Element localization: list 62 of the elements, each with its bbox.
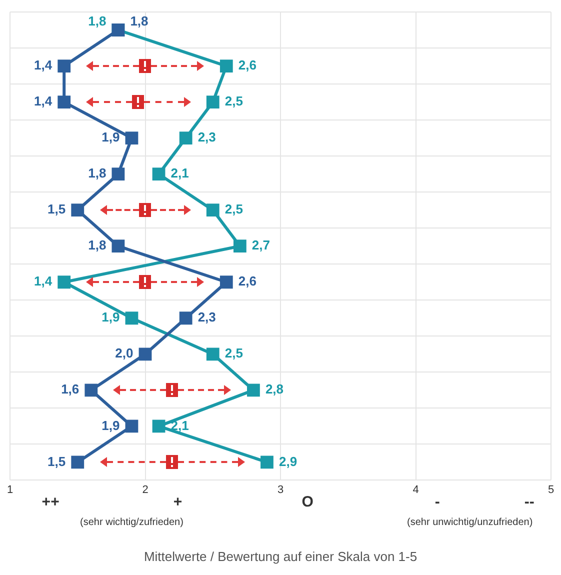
point	[112, 240, 125, 253]
data-label: 1,4	[34, 94, 53, 109]
text: (sehr wichtig/zufrieden)	[80, 516, 184, 528]
data-label: 1,9	[102, 130, 120, 145]
data-label: 2,5	[224, 346, 243, 361]
point	[152, 168, 166, 181]
text: -	[434, 493, 440, 510]
data-label: 2,5	[224, 94, 243, 109]
point	[220, 60, 233, 72]
point	[179, 132, 192, 145]
point	[260, 456, 274, 469]
point	[125, 312, 138, 325]
data-label: 2,7	[252, 238, 270, 253]
point	[58, 96, 71, 108]
point	[233, 240, 246, 253]
point	[71, 204, 84, 217]
point	[206, 348, 220, 361]
text: ++	[42, 493, 60, 510]
point	[125, 132, 138, 145]
data-label: 1,5	[48, 202, 66, 217]
x-tick-label: 4	[412, 484, 419, 496]
text: +	[173, 493, 182, 510]
data-label: 2,5	[224, 202, 243, 217]
data-label: 1,8	[88, 238, 106, 253]
x-tick-label: 2	[142, 484, 148, 496]
x-axis-title: Mittelwerte / Bewertung auf einer Skala von 1-5	[144, 548, 418, 564]
data-label: 2,0	[115, 346, 134, 361]
point	[206, 204, 220, 217]
point	[179, 312, 192, 325]
data-label: 2,8	[265, 382, 284, 397]
data-label: 2,9	[278, 454, 298, 469]
x-tick-label: 5	[548, 484, 554, 496]
x-tick-label: 1	[6, 484, 14, 496]
point	[152, 420, 166, 433]
data-label: 1,8	[88, 14, 106, 29]
data-label: 1,4	[34, 58, 53, 73]
data-label: 2,6	[238, 58, 256, 73]
point	[220, 276, 233, 289]
data-label: 2,6	[238, 274, 256, 289]
text: (sehr unwichtig/unzufrieden)	[407, 516, 533, 528]
data-label: 1,9	[102, 310, 120, 325]
point	[247, 384, 260, 397]
point	[58, 276, 71, 289]
text: O	[302, 493, 314, 510]
x-tick-label: 3	[277, 484, 284, 496]
data-label: 1,4	[34, 274, 53, 289]
text: --	[524, 493, 534, 510]
point	[138, 348, 152, 361]
point	[112, 168, 125, 181]
data-label: 1,9	[102, 418, 120, 433]
point	[71, 456, 84, 469]
data-label: 1,8	[88, 166, 106, 181]
data-label: 2,1	[170, 166, 189, 181]
data-label: 2,3	[198, 310, 216, 325]
data-label: 2,3	[198, 130, 216, 145]
data-label: 1,6	[61, 382, 80, 397]
point	[84, 384, 98, 397]
point	[58, 60, 71, 72]
data-label: 1,5	[48, 454, 66, 469]
point	[206, 96, 220, 108]
data-label: 1,8	[130, 14, 148, 29]
point	[125, 420, 138, 433]
